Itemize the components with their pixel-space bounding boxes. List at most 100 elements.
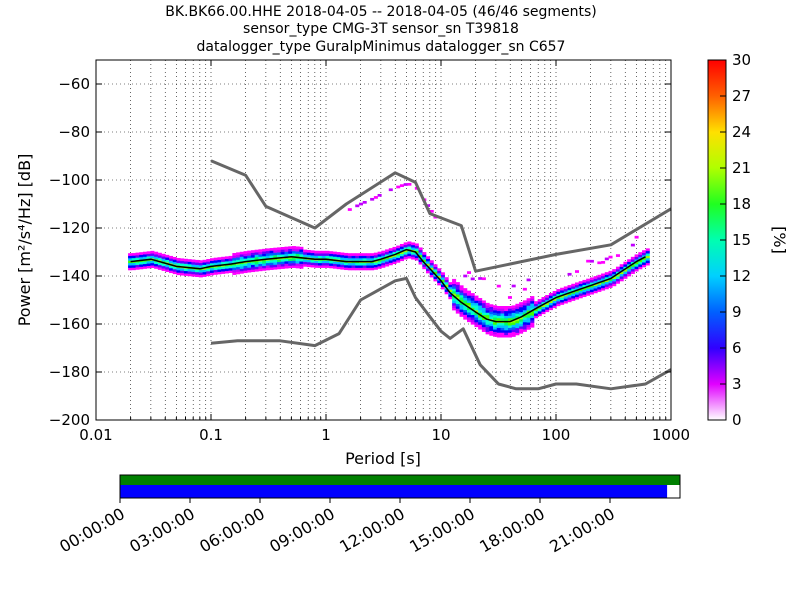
density-cell <box>485 319 490 323</box>
density-cell <box>206 271 211 274</box>
density-cell <box>388 257 393 261</box>
density-cell <box>511 329 516 333</box>
density-cell <box>526 327 531 330</box>
density-cell <box>481 302 486 306</box>
density-cell <box>142 254 147 257</box>
density-cell <box>548 295 553 299</box>
density-cell <box>280 254 285 257</box>
density-cell <box>426 261 431 264</box>
density-cell <box>466 271 472 274</box>
density-cell <box>128 265 133 268</box>
density-cell <box>213 260 218 263</box>
density-cell <box>172 259 177 263</box>
density-cell <box>388 260 393 263</box>
density-cell <box>411 247 416 250</box>
density-cell <box>385 251 390 255</box>
density-cell <box>455 282 460 285</box>
density-cell <box>373 255 378 258</box>
density-cell <box>612 273 617 277</box>
density-cell <box>340 264 345 268</box>
density-cell <box>627 271 632 274</box>
density-cell <box>358 255 363 259</box>
density-cell <box>645 250 650 254</box>
density-cell <box>455 301 460 305</box>
density-cell <box>277 247 282 251</box>
density-cell <box>213 272 218 275</box>
density-cell <box>169 265 174 269</box>
density-cell <box>247 250 252 254</box>
title-line-1: BK.BK66.00.HHE 2018-04-05 -- 2018-04-05 … <box>165 4 597 20</box>
density-cell <box>221 256 226 260</box>
density-cell <box>459 292 464 296</box>
density-cell <box>396 257 401 261</box>
density-cell <box>638 261 643 265</box>
density-cell <box>466 309 472 313</box>
density-cell <box>440 274 445 278</box>
density-cell <box>358 265 363 268</box>
density-cell <box>288 265 293 269</box>
density-cell <box>466 300 472 303</box>
density-cell <box>466 297 472 301</box>
density-cell <box>347 208 352 211</box>
density-cell <box>541 309 546 312</box>
density-cell <box>191 264 196 268</box>
density-cell <box>552 303 557 306</box>
density-cell <box>541 311 546 315</box>
density-cell <box>470 305 475 308</box>
density-cell <box>634 263 639 267</box>
density-cell <box>310 259 315 263</box>
density-cell <box>511 284 516 288</box>
density-cell <box>519 304 524 308</box>
x-tick-label: 10 <box>431 426 450 444</box>
density-cell <box>522 300 527 304</box>
y-tick-label: −160 <box>49 315 90 333</box>
density-cell <box>463 307 468 311</box>
density-cell <box>344 255 349 259</box>
density-cell <box>474 310 479 313</box>
density-cell <box>295 248 300 252</box>
density-cell <box>630 243 635 247</box>
density-cell <box>534 310 539 314</box>
density-cell <box>601 287 606 291</box>
density-cell <box>176 258 181 261</box>
density-cell <box>522 309 527 313</box>
density-cell <box>481 277 486 281</box>
density-cell <box>206 273 211 277</box>
density-cell <box>407 255 412 259</box>
density-cell <box>284 261 289 264</box>
density-cell <box>347 253 352 256</box>
density-cell <box>563 298 568 302</box>
density-cell <box>344 262 349 266</box>
density-cell <box>582 287 587 290</box>
density-cell <box>578 290 583 294</box>
density-cell <box>385 256 390 260</box>
density-cell <box>280 263 285 267</box>
density-cell <box>474 302 479 306</box>
density-cell <box>396 259 401 263</box>
density-cell <box>295 253 300 257</box>
density-cell <box>634 256 639 260</box>
timeline-tick-label: 00:00:00 <box>56 504 128 556</box>
density-cell <box>422 264 427 267</box>
density-cell <box>630 266 635 270</box>
density-cell <box>157 255 162 258</box>
density-cell <box>273 254 278 258</box>
density-cell <box>265 248 270 252</box>
density-cell <box>515 313 520 317</box>
density-cell <box>496 330 501 333</box>
density-cell <box>284 258 289 262</box>
density-cell <box>504 315 509 319</box>
density-cell <box>586 278 591 282</box>
density-cell <box>377 251 382 255</box>
density-cell <box>403 244 408 248</box>
density-cell <box>574 294 580 298</box>
x-tick-label: 1000 <box>652 426 690 444</box>
density-cell <box>623 271 628 275</box>
density-cell <box>615 269 620 272</box>
density-cell <box>355 258 360 261</box>
density-cell <box>511 326 516 330</box>
density-cell <box>243 255 248 259</box>
density-cell <box>403 256 408 260</box>
density-cell <box>530 324 535 328</box>
density-cell <box>507 332 512 336</box>
